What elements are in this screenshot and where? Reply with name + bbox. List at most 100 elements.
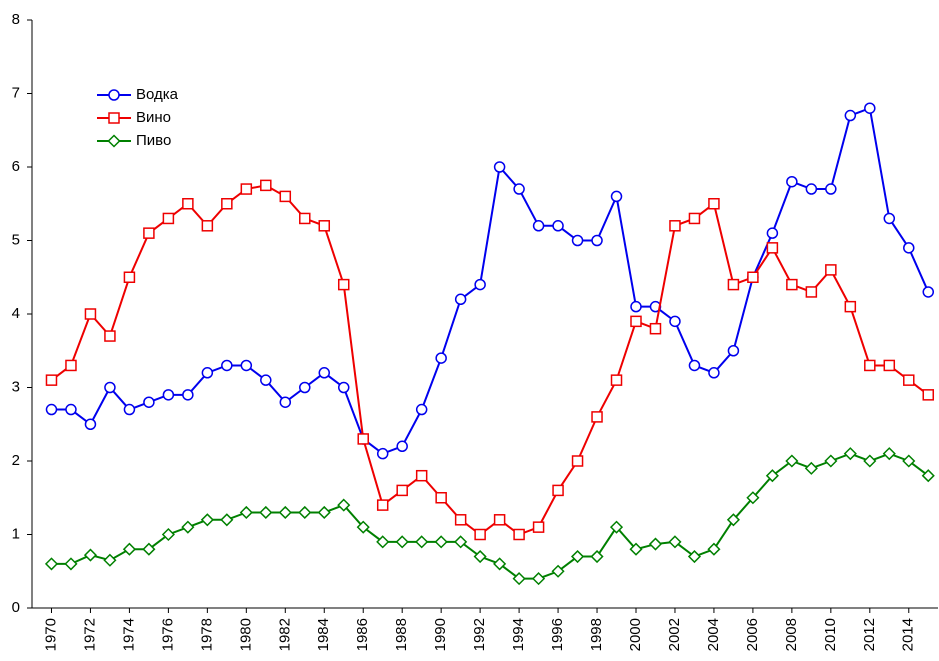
marker — [727, 345, 740, 357]
marker — [299, 212, 311, 225]
x-tick-label: 2014 — [900, 618, 917, 651]
marker — [687, 549, 702, 564]
marker — [104, 330, 116, 342]
y-tick-label: 8 — [12, 11, 20, 28]
marker — [825, 264, 837, 276]
marker — [630, 300, 642, 313]
x-tick-label: 1980 — [237, 618, 254, 651]
marker — [396, 484, 408, 497]
marker — [669, 220, 681, 232]
marker — [357, 433, 369, 445]
marker — [804, 461, 818, 475]
marker — [727, 278, 740, 291]
marker — [143, 396, 155, 408]
marker — [590, 549, 604, 564]
marker — [864, 102, 876, 114]
marker — [454, 514, 467, 526]
marker — [84, 308, 97, 320]
marker — [84, 418, 97, 430]
x-tick-label: 2006 — [744, 618, 761, 651]
marker — [123, 403, 136, 416]
x-tick-label: 2012 — [861, 618, 878, 651]
marker — [513, 528, 525, 541]
marker — [279, 396, 292, 408]
marker — [552, 220, 564, 232]
x-tick-label: 1970 — [42, 618, 59, 651]
marker — [610, 374, 623, 386]
x-tick-label: 1992 — [471, 618, 488, 651]
marker — [630, 315, 642, 328]
marker — [103, 553, 117, 567]
marker — [883, 212, 896, 225]
marker — [240, 359, 253, 372]
marker — [220, 513, 234, 527]
marker — [570, 549, 585, 564]
marker — [279, 190, 292, 203]
marker — [337, 498, 351, 512]
marker — [454, 535, 468, 549]
marker — [766, 242, 779, 254]
x-tick-label: 1990 — [432, 618, 449, 651]
marker — [260, 374, 272, 386]
marker — [571, 455, 584, 467]
marker — [493, 514, 506, 526]
marker — [396, 440, 408, 453]
marker — [610, 190, 623, 203]
marker — [551, 564, 565, 578]
y-tick-label: 5 — [12, 231, 20, 248]
marker — [83, 548, 98, 562]
series-line — [50, 184, 929, 536]
marker — [903, 374, 915, 386]
marker — [278, 505, 292, 520]
marker — [609, 520, 624, 534]
x-tick-label: 1974 — [120, 618, 137, 651]
marker — [240, 183, 253, 195]
x-tick-label: 1994 — [510, 618, 527, 651]
marker — [65, 359, 77, 372]
marker — [259, 505, 273, 520]
series-line — [51, 452, 929, 580]
marker — [415, 403, 428, 416]
marker — [299, 381, 311, 394]
x-tick-label: 1986 — [354, 618, 371, 651]
y-tick-label: 1 — [12, 525, 20, 542]
marker — [922, 286, 935, 298]
marker — [337, 381, 350, 394]
marker — [318, 220, 331, 232]
marker — [201, 367, 214, 379]
legend-label: Водка — [136, 86, 179, 103]
marker — [298, 505, 312, 520]
marker — [317, 505, 331, 520]
marker — [883, 359, 896, 372]
marker — [786, 175, 798, 188]
marker — [318, 367, 331, 379]
marker — [785, 454, 799, 468]
marker — [434, 535, 448, 549]
marker — [844, 300, 857, 313]
legend-marker — [107, 134, 121, 148]
marker — [435, 352, 447, 364]
legend-label: Вино — [136, 109, 171, 126]
y-tick-label: 3 — [12, 378, 20, 395]
marker — [746, 491, 760, 505]
marker — [142, 542, 156, 556]
marker — [824, 454, 838, 468]
marker — [161, 527, 175, 542]
marker — [648, 537, 663, 551]
y-tick-label: 7 — [12, 84, 20, 101]
marker — [201, 220, 214, 232]
marker — [903, 242, 915, 254]
marker — [415, 469, 428, 482]
marker — [182, 198, 194, 210]
marker — [921, 469, 935, 483]
marker — [221, 359, 233, 372]
y-tick-label: 6 — [12, 158, 20, 175]
marker — [221, 198, 233, 210]
marker — [844, 109, 857, 122]
marker — [668, 535, 682, 549]
marker — [882, 447, 896, 461]
x-tick-label: 1972 — [81, 618, 98, 651]
marker — [532, 220, 545, 232]
marker — [454, 293, 467, 306]
